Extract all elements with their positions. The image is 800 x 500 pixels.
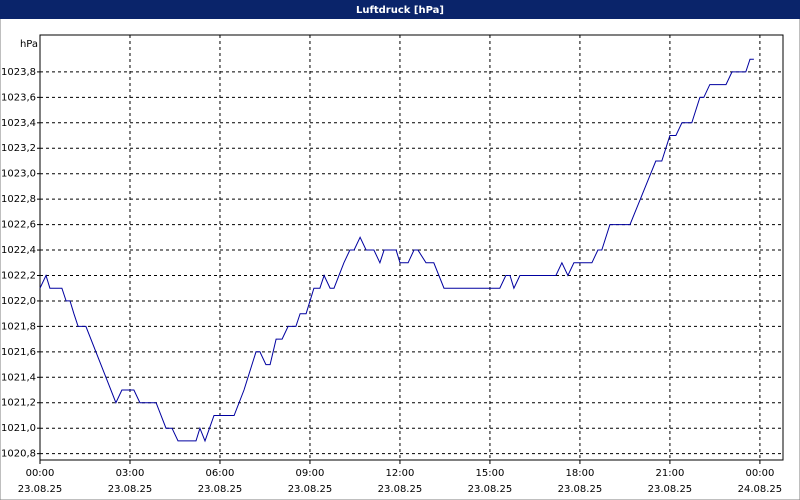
x-tick-label-line: 23.08.25 xyxy=(108,484,153,495)
data-line xyxy=(39,58,754,443)
y-tick-label: 1022,8 xyxy=(1,194,36,205)
y-tick-label: 1023,0 xyxy=(1,169,36,180)
x-tick-label-line: 12:00 xyxy=(386,468,415,479)
y-tick-label: 1023,4 xyxy=(1,118,36,129)
x-tick-label-line: 24.08.25 xyxy=(738,484,783,495)
y-tick-label: 1021,0 xyxy=(1,423,36,434)
x-tick-label-line: 06:00 xyxy=(206,468,235,479)
y-tick-label: 1022,6 xyxy=(1,220,36,231)
x-tick-label-line: 03:00 xyxy=(116,468,145,479)
x-tick-label: 00:00 23.08.25 xyxy=(18,468,63,495)
y-tick-label: 1021,4 xyxy=(1,372,36,383)
y-tick-label: 1023,2 xyxy=(1,143,36,154)
x-tick-label: 15:00 23.08.25 xyxy=(468,468,513,495)
x-tick-label-line: 00:00 xyxy=(26,468,55,479)
x-tick-label: 00:00 24.08.25 xyxy=(738,468,783,495)
x-tick-label: 06:00 23.08.25 xyxy=(198,468,243,495)
y-tick-label: 1022,0 xyxy=(1,296,36,307)
x-tick-label-line: 09:00 xyxy=(296,468,325,479)
y-tick-label: 1022,2 xyxy=(1,270,36,281)
y-axis-label: hPa xyxy=(20,39,38,50)
x-tick-label: 21:00 23.08.25 xyxy=(648,468,693,495)
x-tick-label-line: 23.08.25 xyxy=(648,484,693,495)
chart-title: Luftdruck [hPa] xyxy=(356,5,444,16)
x-tick-label: 03:00 23.08.25 xyxy=(108,468,153,495)
y-tick-label: 1023,6 xyxy=(1,92,36,103)
x-tick-label-line: 23.08.25 xyxy=(18,484,63,495)
y-tick-label: 1022,4 xyxy=(1,245,36,256)
x-tick-label: 09:00 23.08.25 xyxy=(288,468,333,495)
y-tick-label: 1021,8 xyxy=(1,321,36,332)
plot-area xyxy=(39,34,784,461)
x-tick-label-line: 23.08.25 xyxy=(558,484,603,495)
y-tick-label: 1021,2 xyxy=(1,398,36,409)
x-tick-label: 18:00 23.08.25 xyxy=(558,468,603,495)
x-tick-label-line: 00:00 xyxy=(745,468,774,479)
y-tick-label: 1020,8 xyxy=(1,449,36,460)
x-tick-label-line: 23.08.25 xyxy=(468,484,513,495)
x-tick-label-line: 21:00 xyxy=(656,468,685,479)
x-tick-label-line: 23.08.25 xyxy=(198,484,243,495)
x-tick-label-line: 15:00 xyxy=(476,468,505,479)
title-bar xyxy=(0,0,800,19)
y-tick-label: 1023,8 xyxy=(1,67,36,78)
x-tick-label-line: 23.08.25 xyxy=(378,484,423,495)
x-tick-label-line: 18:00 xyxy=(566,468,595,479)
y-tick-label: 1021,6 xyxy=(1,347,36,358)
x-tick-label: 12:00 23.08.25 xyxy=(378,468,423,495)
x-tick-label-line: 23.08.25 xyxy=(288,484,333,495)
